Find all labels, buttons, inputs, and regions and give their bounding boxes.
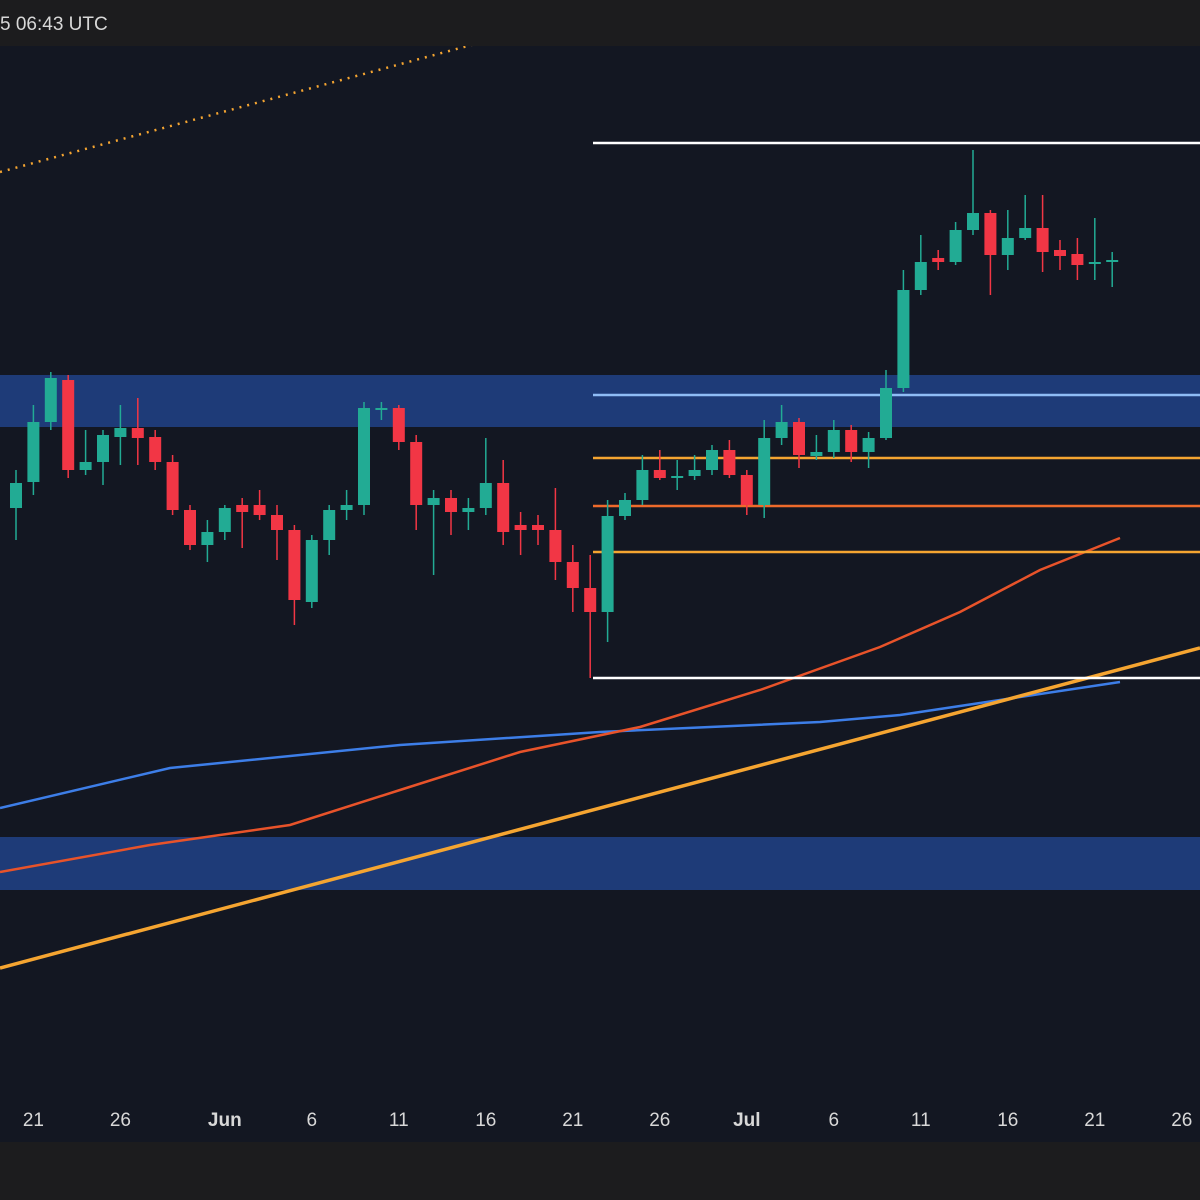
moving-average-blue (0, 680, 1121, 810)
candle-body (253, 505, 266, 515)
candle-body (793, 422, 805, 455)
candle-body (880, 388, 892, 438)
candle-body (584, 588, 597, 612)
x-tick-label: 26 (1171, 1110, 1192, 1131)
trendline (0, 646, 1200, 970)
candle-body (671, 476, 684, 478)
candle-body (10, 483, 22, 508)
candle-body (949, 230, 962, 262)
candle-body (305, 540, 318, 602)
candle-body (427, 498, 440, 505)
candle-body (1106, 260, 1119, 262)
candle-body (810, 452, 823, 456)
candle-body (1088, 262, 1101, 264)
candle-body (862, 438, 875, 452)
candle-body (184, 510, 196, 545)
candle-body (497, 483, 510, 532)
candle-body (1054, 250, 1066, 256)
candle-body (44, 378, 57, 422)
candle-body (479, 483, 492, 508)
candle-body (27, 422, 40, 482)
candle-body (723, 450, 736, 475)
candle-body (236, 505, 249, 512)
candle-body (636, 470, 649, 500)
x-tick-label: 21 (1084, 1110, 1105, 1131)
candle-body (445, 498, 457, 512)
candle-body (1036, 228, 1049, 252)
candle-body (775, 422, 788, 438)
candle-body (410, 442, 423, 505)
candle-body (619, 500, 631, 516)
candle-body (932, 258, 945, 262)
candle-body (1001, 238, 1014, 255)
candle-body (706, 450, 718, 470)
moving-average-red (0, 536, 1121, 874)
candle-body (201, 532, 214, 545)
candle-body (914, 262, 927, 290)
candle-body (967, 213, 979, 230)
candle-body (462, 508, 475, 512)
candle-body (392, 408, 405, 442)
candle-body (375, 408, 388, 410)
status-time: 5 06:43 UTC (0, 14, 108, 35)
zone (0, 375, 1200, 427)
candle-body (1071, 254, 1084, 265)
x-tick-label: 16 (997, 1110, 1018, 1131)
candle-body (549, 530, 562, 562)
candle-body (514, 525, 527, 530)
candle-body (1019, 228, 1032, 238)
zone (0, 837, 1200, 890)
candle-body (566, 562, 579, 588)
candle-body (114, 428, 127, 437)
candle-body (218, 508, 231, 532)
candle-body (740, 475, 753, 505)
candle-body (984, 213, 997, 255)
candle-body (532, 525, 544, 530)
candle-body (79, 462, 92, 470)
x-tick-label: 11 (389, 1110, 409, 1131)
candle-body (340, 505, 353, 510)
bottom-bar (0, 1142, 1200, 1200)
status-bar (0, 0, 1200, 46)
candle-body (288, 530, 301, 600)
candle-body (653, 470, 666, 478)
x-tick-label: Jul (733, 1110, 760, 1131)
x-tick-label: 16 (475, 1110, 496, 1131)
x-tick-label: 26 (649, 1110, 670, 1131)
candle-body (323, 510, 336, 540)
dotted-trendline (0, 42, 476, 174)
candle-body (358, 408, 370, 505)
candle-body (166, 462, 179, 510)
x-tick-label: 11 (911, 1110, 931, 1131)
candle-body (827, 430, 840, 452)
candle-body (97, 435, 109, 462)
candle-body (62, 380, 75, 470)
x-tick-label: 26 (110, 1110, 131, 1131)
candle-body (897, 290, 910, 388)
candle-body (758, 438, 771, 505)
candle-body (271, 515, 283, 530)
candle-body (131, 428, 144, 438)
x-tick-label: 21 (23, 1110, 44, 1131)
candle-body (149, 437, 162, 462)
candle-body (688, 470, 701, 476)
candle-body (845, 430, 858, 452)
x-tick-label: 21 (562, 1110, 583, 1131)
candle-body (601, 516, 614, 612)
x-tick-label: Jun (208, 1110, 242, 1131)
x-tick-label: 6 (307, 1110, 318, 1131)
x-tick-label: 6 (829, 1110, 840, 1131)
